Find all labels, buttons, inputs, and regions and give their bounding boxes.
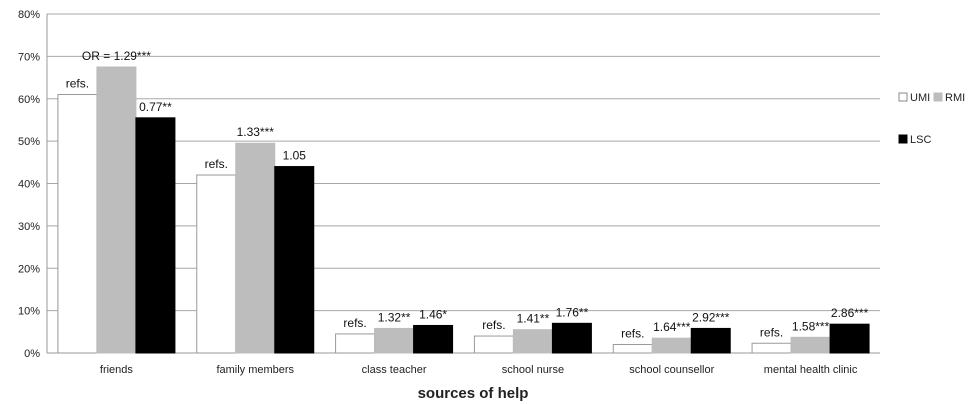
data-label: refs.: [343, 316, 366, 330]
legend-label: LSC: [910, 134, 931, 146]
legend: UMI RMI LSC: [898, 92, 965, 146]
bar-rmi: [651, 337, 692, 354]
data-labels: refs. OR = 1.29*** 0.77** refs. 1.33*** 1.05 r…: [66, 49, 869, 341]
data-label: 1.33***: [237, 125, 275, 139]
data-label: OR = 1.29***: [82, 49, 151, 63]
y-tick-label: 10%: [18, 306, 40, 318]
data-label: 1.58***: [792, 319, 830, 333]
data-label: refs.: [66, 77, 89, 91]
data-label: 1.41**: [517, 312, 550, 326]
data-label: refs.: [760, 325, 783, 339]
bar-umi: [196, 174, 237, 354]
y-tick-label: 0%: [24, 348, 40, 360]
data-label: 1.76**: [556, 305, 589, 319]
legend-label: RMI: [945, 92, 965, 104]
data-label: refs.: [482, 318, 505, 332]
y-tick-label: 50%: [18, 136, 40, 148]
bar-rmi: [235, 142, 276, 354]
bar-rmi: [96, 66, 137, 354]
y-axis-tick-labels: 0% 10% 20% 30% 40% 50% 60% 70% 80%: [18, 9, 40, 360]
bar-lsc: [413, 324, 454, 354]
x-category-label: school nurse: [502, 364, 564, 376]
bar-lsc: [829, 323, 870, 354]
bar-umi: [57, 94, 98, 354]
data-label: 2.86***: [831, 306, 869, 320]
x-category-label: friends: [100, 364, 134, 376]
bar-umi: [335, 333, 376, 354]
bar-umi: [751, 342, 792, 354]
bar-lsc: [135, 117, 176, 354]
legend-label: UMI: [910, 92, 930, 104]
bar-lsc: [274, 166, 315, 354]
y-tick-label: 70%: [18, 51, 40, 63]
x-category-label: mental health clinic: [764, 364, 858, 376]
x-category-label: family members: [216, 364, 294, 376]
data-label: 1.64***: [653, 320, 691, 334]
bars: [57, 66, 870, 354]
bar-rmi: [790, 336, 831, 354]
bar-lsc: [690, 327, 731, 354]
bar-rmi: [374, 327, 415, 354]
data-label: refs.: [205, 157, 228, 171]
bar-umi: [612, 344, 653, 354]
data-label: 1.46*: [419, 307, 447, 321]
legend-swatch-lsc: [898, 134, 908, 144]
data-label: 1.32**: [378, 310, 411, 324]
legend-swatch-rmi: [933, 92, 943, 102]
y-tick-label: 60%: [18, 94, 40, 106]
x-axis-title: sources of help: [418, 385, 529, 402]
y-tick-label: 40%: [18, 179, 40, 191]
data-label: 1.05: [283, 149, 307, 163]
y-tick-label: 30%: [18, 221, 40, 233]
x-axis-category-labels: friends family members class teacher school…: [100, 364, 858, 376]
bar-rmi: [512, 329, 553, 354]
data-label: 2.92***: [692, 310, 730, 324]
x-category-label: school counsellor: [629, 364, 714, 376]
y-tick-label: 80%: [18, 9, 40, 21]
legend-swatch-umi: [898, 92, 908, 102]
gridlines: [46, 13, 880, 354]
bar-umi: [473, 335, 514, 354]
data-label: 0.77**: [139, 100, 172, 114]
data-label: refs.: [621, 327, 644, 341]
bar-lsc: [551, 322, 592, 354]
y-tick-label: 20%: [18, 263, 40, 275]
x-category-label: class teacher: [362, 364, 427, 376]
